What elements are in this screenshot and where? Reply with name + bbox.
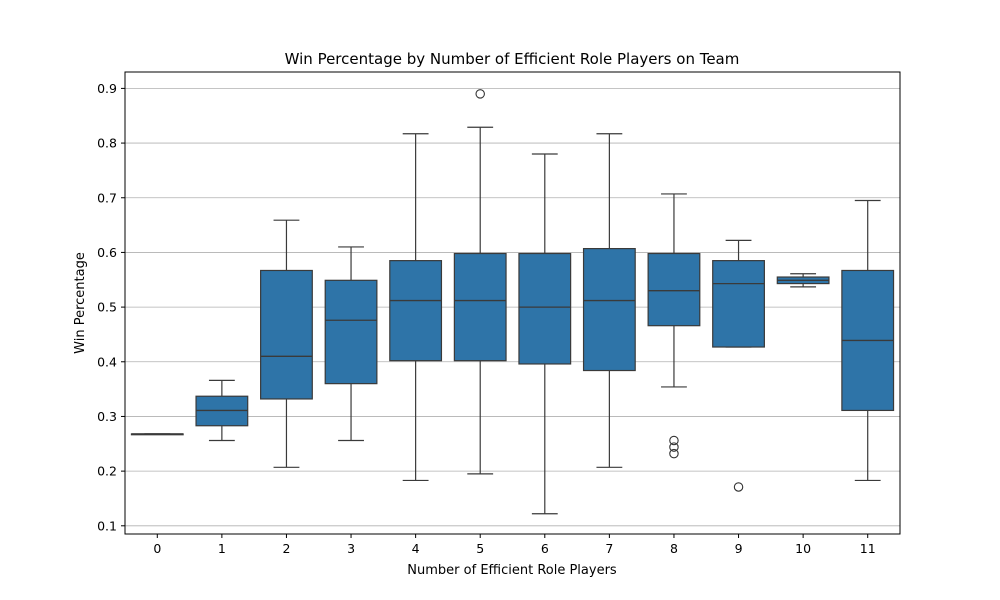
x-tick-label: 10 xyxy=(795,541,811,556)
y-tick-label: 0.5 xyxy=(97,300,117,315)
box-iqr xyxy=(324,279,378,385)
x-tick-label: 11 xyxy=(860,541,876,556)
y-tick-label: 0.7 xyxy=(97,190,117,205)
box-4 xyxy=(389,133,443,482)
x-tick-label: 5 xyxy=(476,541,484,556)
y-tick-label: 0.8 xyxy=(97,136,117,151)
outlier-point xyxy=(669,435,679,446)
outlier-point xyxy=(669,448,679,459)
box-0 xyxy=(130,433,184,436)
y-axis: 0.1 0.2 0.3 0.4 0.5 0.6 0.7 0.8 0.9 xyxy=(97,81,125,533)
box-iqr xyxy=(260,269,313,400)
grid-lines xyxy=(125,88,900,527)
x-axis-label: Number of Efficient Role Players xyxy=(407,563,617,578)
box-2 xyxy=(260,219,313,468)
box-iqr xyxy=(453,252,507,362)
x-tick-label: 0 xyxy=(153,541,161,556)
box-iqr xyxy=(712,260,765,348)
x-tick-label: 7 xyxy=(605,541,613,556)
box-5 xyxy=(453,89,507,475)
y-tick-label: 0.3 xyxy=(97,409,117,424)
plot-frame xyxy=(124,71,901,535)
x-tick-label: 3 xyxy=(347,541,355,556)
y-tick-label: 0.9 xyxy=(97,81,117,96)
box-8 xyxy=(647,193,701,459)
outlier-point xyxy=(669,442,679,452)
box-iqr xyxy=(389,260,443,362)
box-1 xyxy=(195,379,249,442)
outlier-point xyxy=(733,482,744,492)
box-6 xyxy=(518,153,572,515)
box-iqr xyxy=(582,247,636,372)
x-tick-label: 8 xyxy=(670,541,678,556)
box-9 xyxy=(712,239,765,492)
chart-title: Win Percentage by Number of Efficient Ro… xyxy=(285,50,740,68)
y-tick-label: 0.4 xyxy=(97,354,117,369)
y-tick-label: 0.2 xyxy=(97,464,117,479)
x-axis: 0 1 2 3 4 5 6 7 8 9 10 11 xyxy=(153,534,876,556)
box-7 xyxy=(582,133,636,468)
y-tick-label: 0.6 xyxy=(97,245,117,260)
y-axis-label: Win Percentage xyxy=(73,252,88,354)
box-iqr xyxy=(518,252,572,365)
box-10 xyxy=(776,273,830,288)
x-tick-label: 6 xyxy=(541,541,549,556)
y-tick-label: 0.1 xyxy=(97,518,117,533)
x-tick-label: 2 xyxy=(282,541,290,556)
x-tick-label: 9 xyxy=(735,541,743,556)
box-3 xyxy=(324,246,378,442)
x-tick-label: 1 xyxy=(218,541,226,556)
outlier-point xyxy=(475,89,485,99)
x-tick-label: 4 xyxy=(412,541,420,556)
box-11 xyxy=(841,199,895,482)
boxes-layer xyxy=(130,89,895,515)
box-iqr xyxy=(647,252,701,327)
